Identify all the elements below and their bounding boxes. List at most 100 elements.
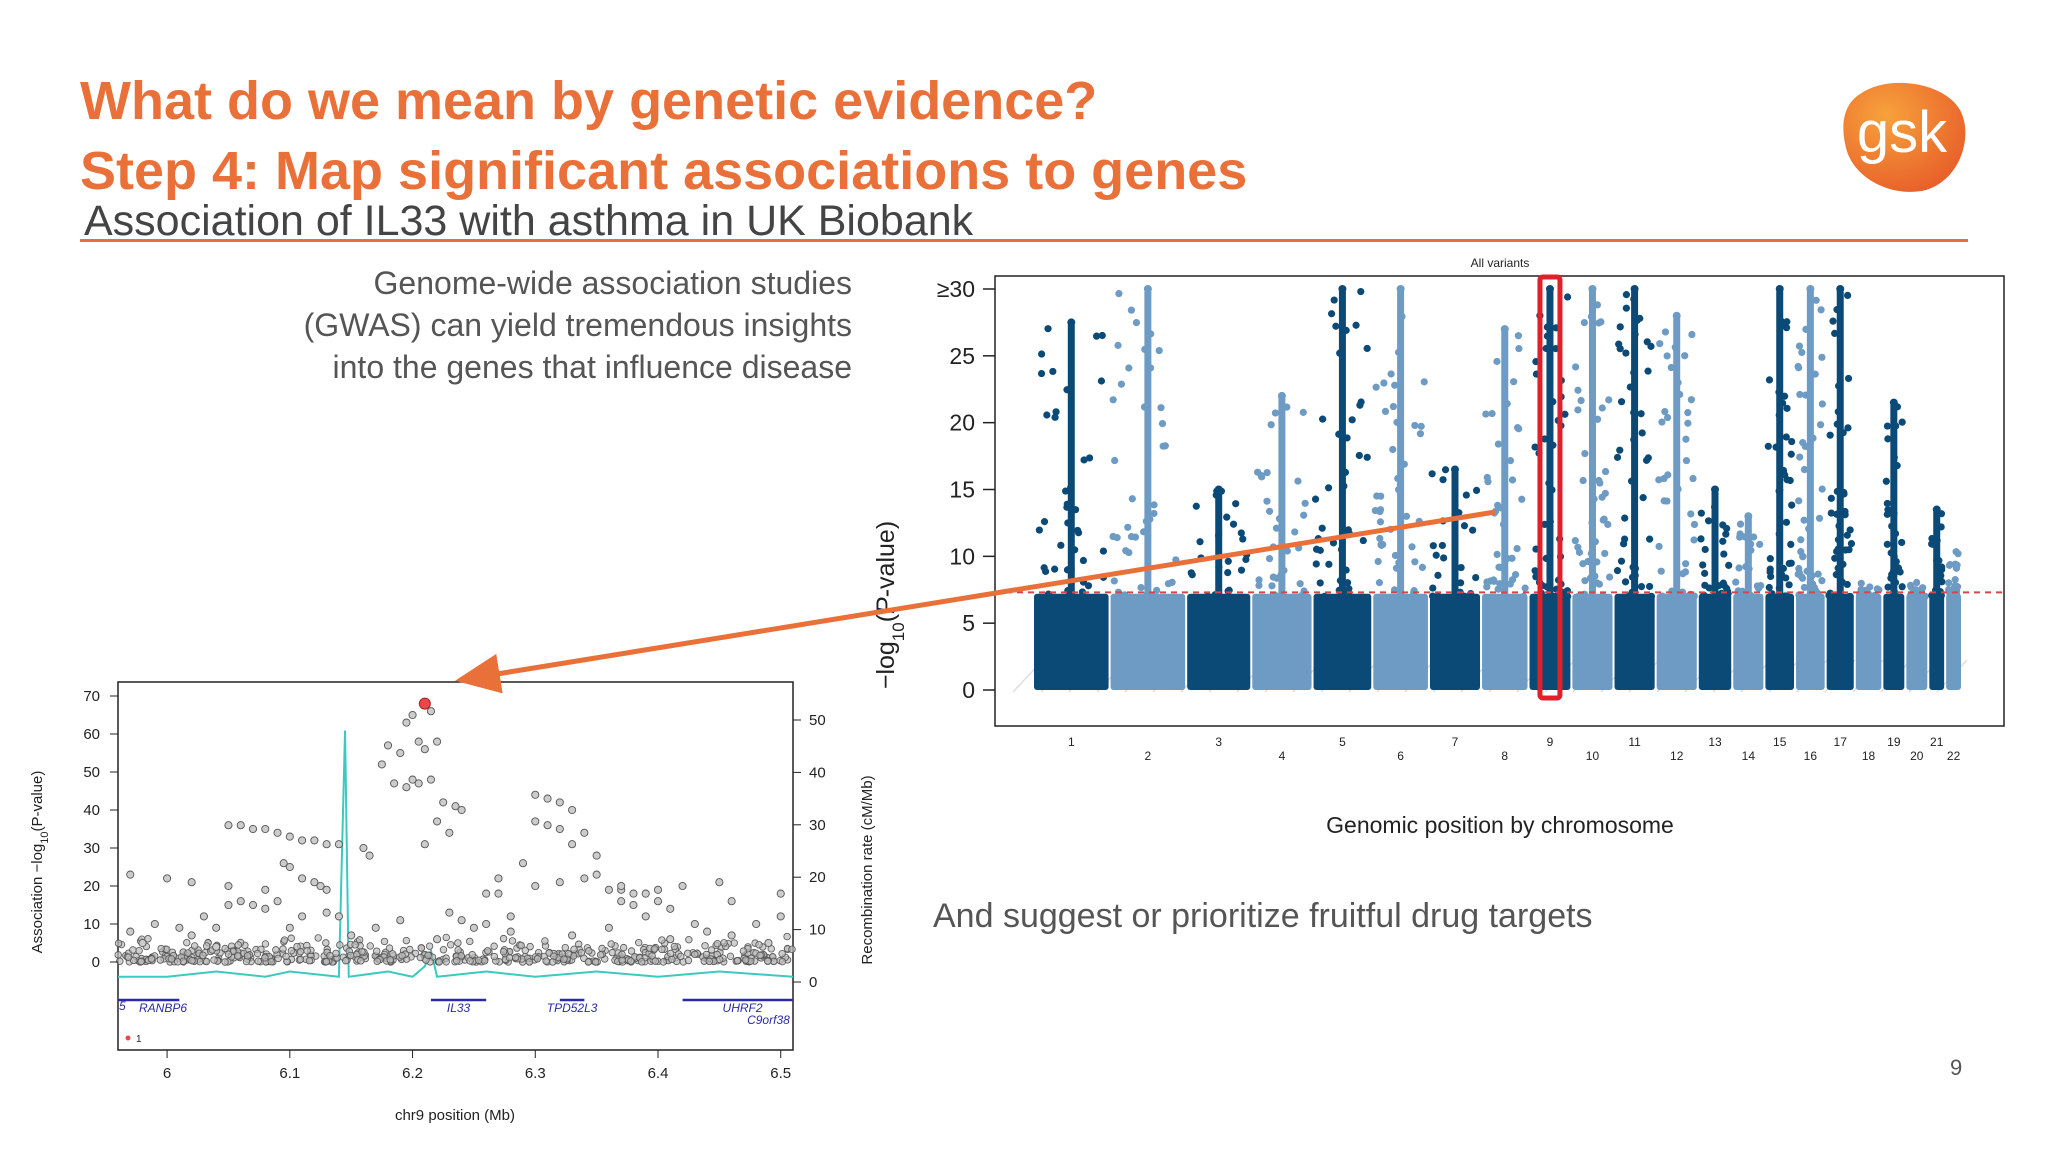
variant-point <box>435 958 443 966</box>
chromosome-10-point <box>1601 549 1609 558</box>
legend-dot <box>125 1035 131 1041</box>
variant-point <box>454 946 462 954</box>
chromosome-14-base <box>1733 593 1764 690</box>
chromosome-10-point <box>1574 386 1582 394</box>
chromosome-12-point <box>1682 560 1690 568</box>
chromosome-16-point <box>1818 577 1826 585</box>
variant-point <box>316 881 325 891</box>
variant-point <box>648 952 656 960</box>
variant-point <box>322 840 331 849</box>
y2-tick-label: 0 <box>809 974 817 991</box>
chromosome-4-base <box>1252 593 1312 690</box>
variant-point <box>184 949 192 957</box>
chromosome-5-point <box>1312 560 1320 568</box>
variant-point <box>310 878 319 887</box>
chromosome-3-point <box>1242 555 1250 564</box>
variant-point <box>555 824 564 834</box>
variant-point <box>137 957 145 966</box>
regional-x-axis: 6 6.1 6.2 6.3 6.4 6.5 <box>163 1050 791 1082</box>
chromosome-7-top-point <box>1450 465 1459 474</box>
variant-point <box>114 939 123 948</box>
chromosome-15-point <box>1781 592 1789 600</box>
variant-point <box>482 889 491 898</box>
chromosome-11-point <box>1621 514 1629 522</box>
chromosome-13-point <box>1701 545 1709 554</box>
variant-point <box>490 942 498 950</box>
regional-y2-label: Recombination rate (cM/Mb) <box>859 775 876 964</box>
chromosome-7-point <box>1428 470 1436 478</box>
chromosome-12-point <box>1687 510 1695 518</box>
chromosome-19-point <box>1882 477 1890 485</box>
variant-point <box>617 881 626 891</box>
variant-point <box>433 737 442 746</box>
chromosome-4-point <box>1265 554 1274 563</box>
chromosome-14-peak <box>1744 516 1752 597</box>
variant-point <box>752 919 761 929</box>
chromosome-14-top-point <box>1744 512 1753 521</box>
x-tick-label: 6 <box>163 1065 171 1082</box>
manhattan-x-label: Genomic position by chromosome <box>1326 812 1674 838</box>
variant-point <box>377 760 386 769</box>
chromosome-19-base <box>1883 593 1905 690</box>
chromosome-7-point <box>1438 541 1446 550</box>
variant-point <box>703 927 712 936</box>
variant-point <box>490 952 499 961</box>
chromosome-3-point <box>1229 520 1238 528</box>
chromosome-9-point <box>1561 410 1569 418</box>
variant-point <box>468 951 476 959</box>
chromosome-13-point <box>1719 579 1727 587</box>
variant-point <box>666 935 675 944</box>
y2-tick-label: 40 <box>809 764 826 781</box>
chromosome-5-point <box>1352 321 1360 329</box>
chromosome-6-point <box>1416 430 1425 438</box>
variant-point <box>126 870 135 879</box>
chromosome-19-point <box>1884 435 1892 443</box>
y-tick-label: ≥30 <box>937 276 975 302</box>
variant-point <box>543 821 552 830</box>
chromosome-2-point <box>1111 456 1119 465</box>
y-tick-label: 30 <box>83 840 100 857</box>
chromosome-8-point <box>1513 544 1521 553</box>
chromosome-15-point <box>1786 476 1794 485</box>
chromosome-17-point <box>1846 592 1854 601</box>
intro-text: Genome-wide association studies (GWAS) c… <box>230 262 852 388</box>
chromosome-12-point <box>1681 568 1690 576</box>
chromosome-3-point <box>1197 554 1205 562</box>
chromosome-12-point <box>1688 330 1696 339</box>
chromosome-14-point <box>1736 530 1744 538</box>
chromosome-3-point <box>1192 502 1200 510</box>
chromosome-7-point <box>1429 542 1437 550</box>
chromosome-6-point <box>1373 492 1381 500</box>
y-tick-label: 0 <box>962 677 975 703</box>
chromosome-4-point <box>1263 497 1271 505</box>
chromosome-2-point <box>1113 534 1121 542</box>
variant-point <box>420 840 429 849</box>
chromosome-5-point <box>1320 592 1329 601</box>
chromosome-6-point <box>1420 378 1428 386</box>
variant-point <box>248 824 258 834</box>
variant-point <box>466 957 474 965</box>
chromosome-tick-label: 20 <box>1910 749 1924 763</box>
variant-point <box>273 897 282 906</box>
chromosome-22-point <box>1945 579 1953 587</box>
variant-point <box>417 944 426 952</box>
variant-point <box>482 919 491 929</box>
chromosome-17-point <box>1847 540 1856 548</box>
variant-point <box>521 946 530 955</box>
chromosome-20-point <box>1921 592 1929 600</box>
chromosome-12-point <box>1684 419 1692 427</box>
chromosome-1-point <box>1084 582 1093 590</box>
chromosome-15-point <box>1787 540 1795 549</box>
chromosome-17-point <box>1831 329 1839 337</box>
variant-point <box>420 745 429 754</box>
chromosome-17-peak <box>1836 289 1844 597</box>
variant-point <box>783 932 791 941</box>
variant-point <box>314 934 322 942</box>
chromosome-11-point <box>1622 304 1630 312</box>
chromosome-16-point <box>1795 564 1803 573</box>
variant-point <box>261 940 270 948</box>
variant-point <box>366 942 374 950</box>
variant-point <box>402 936 411 945</box>
